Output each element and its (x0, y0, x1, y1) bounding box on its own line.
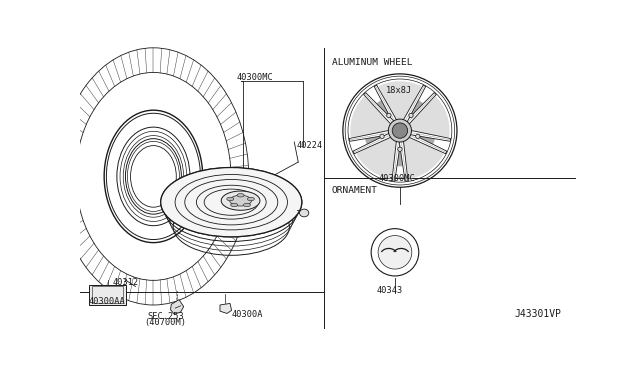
Polygon shape (364, 93, 394, 125)
Text: (40700M): (40700M) (144, 318, 186, 327)
Ellipse shape (161, 167, 302, 237)
Polygon shape (410, 130, 451, 141)
Text: 18x8J: 18x8J (386, 86, 412, 95)
Polygon shape (356, 136, 398, 179)
Ellipse shape (237, 193, 244, 197)
Ellipse shape (243, 203, 250, 207)
Polygon shape (378, 81, 421, 121)
Polygon shape (375, 99, 396, 125)
Circle shape (387, 113, 391, 118)
Circle shape (415, 134, 420, 138)
Polygon shape (374, 85, 397, 123)
Polygon shape (408, 96, 449, 137)
Text: 40224: 40224 (296, 141, 323, 150)
Polygon shape (402, 136, 444, 179)
Text: 40300MC: 40300MC (236, 73, 273, 82)
Polygon shape (404, 99, 424, 125)
Circle shape (397, 147, 402, 151)
Bar (89, 285, 126, 305)
Polygon shape (399, 140, 408, 181)
Polygon shape (407, 132, 435, 146)
Polygon shape (353, 133, 392, 154)
Bar (92, 286, 123, 303)
Text: 40300AA: 40300AA (89, 297, 125, 306)
Text: ALUMINUM WHEEL: ALUMINUM WHEEL (332, 58, 412, 67)
Text: J43301VP: J43301VP (514, 309, 561, 319)
Polygon shape (220, 304, 232, 314)
Circle shape (388, 119, 412, 142)
Ellipse shape (248, 197, 254, 201)
Ellipse shape (221, 191, 260, 210)
Polygon shape (405, 93, 436, 125)
Ellipse shape (300, 209, 308, 217)
Circle shape (392, 123, 408, 138)
Ellipse shape (230, 195, 252, 206)
Ellipse shape (131, 146, 175, 206)
Polygon shape (392, 140, 401, 181)
Polygon shape (403, 85, 426, 123)
Text: ORNAMENT: ORNAMENT (332, 186, 378, 195)
Polygon shape (365, 132, 392, 146)
Polygon shape (408, 133, 447, 154)
Polygon shape (396, 139, 404, 166)
Circle shape (409, 113, 413, 118)
Text: 40300A: 40300A (231, 310, 263, 318)
Circle shape (380, 134, 384, 138)
Text: 40343: 40343 (377, 286, 403, 295)
Ellipse shape (227, 197, 234, 201)
Polygon shape (350, 96, 392, 137)
Polygon shape (170, 300, 184, 314)
Polygon shape (349, 130, 390, 141)
Text: 40300MC: 40300MC (378, 174, 415, 183)
Circle shape (378, 236, 412, 269)
Text: 40312: 40312 (112, 278, 138, 287)
Ellipse shape (230, 203, 237, 207)
Text: SEC.253: SEC.253 (147, 312, 184, 321)
